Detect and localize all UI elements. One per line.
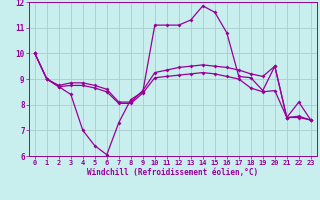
X-axis label: Windchill (Refroidissement éolien,°C): Windchill (Refroidissement éolien,°C) bbox=[87, 168, 258, 177]
